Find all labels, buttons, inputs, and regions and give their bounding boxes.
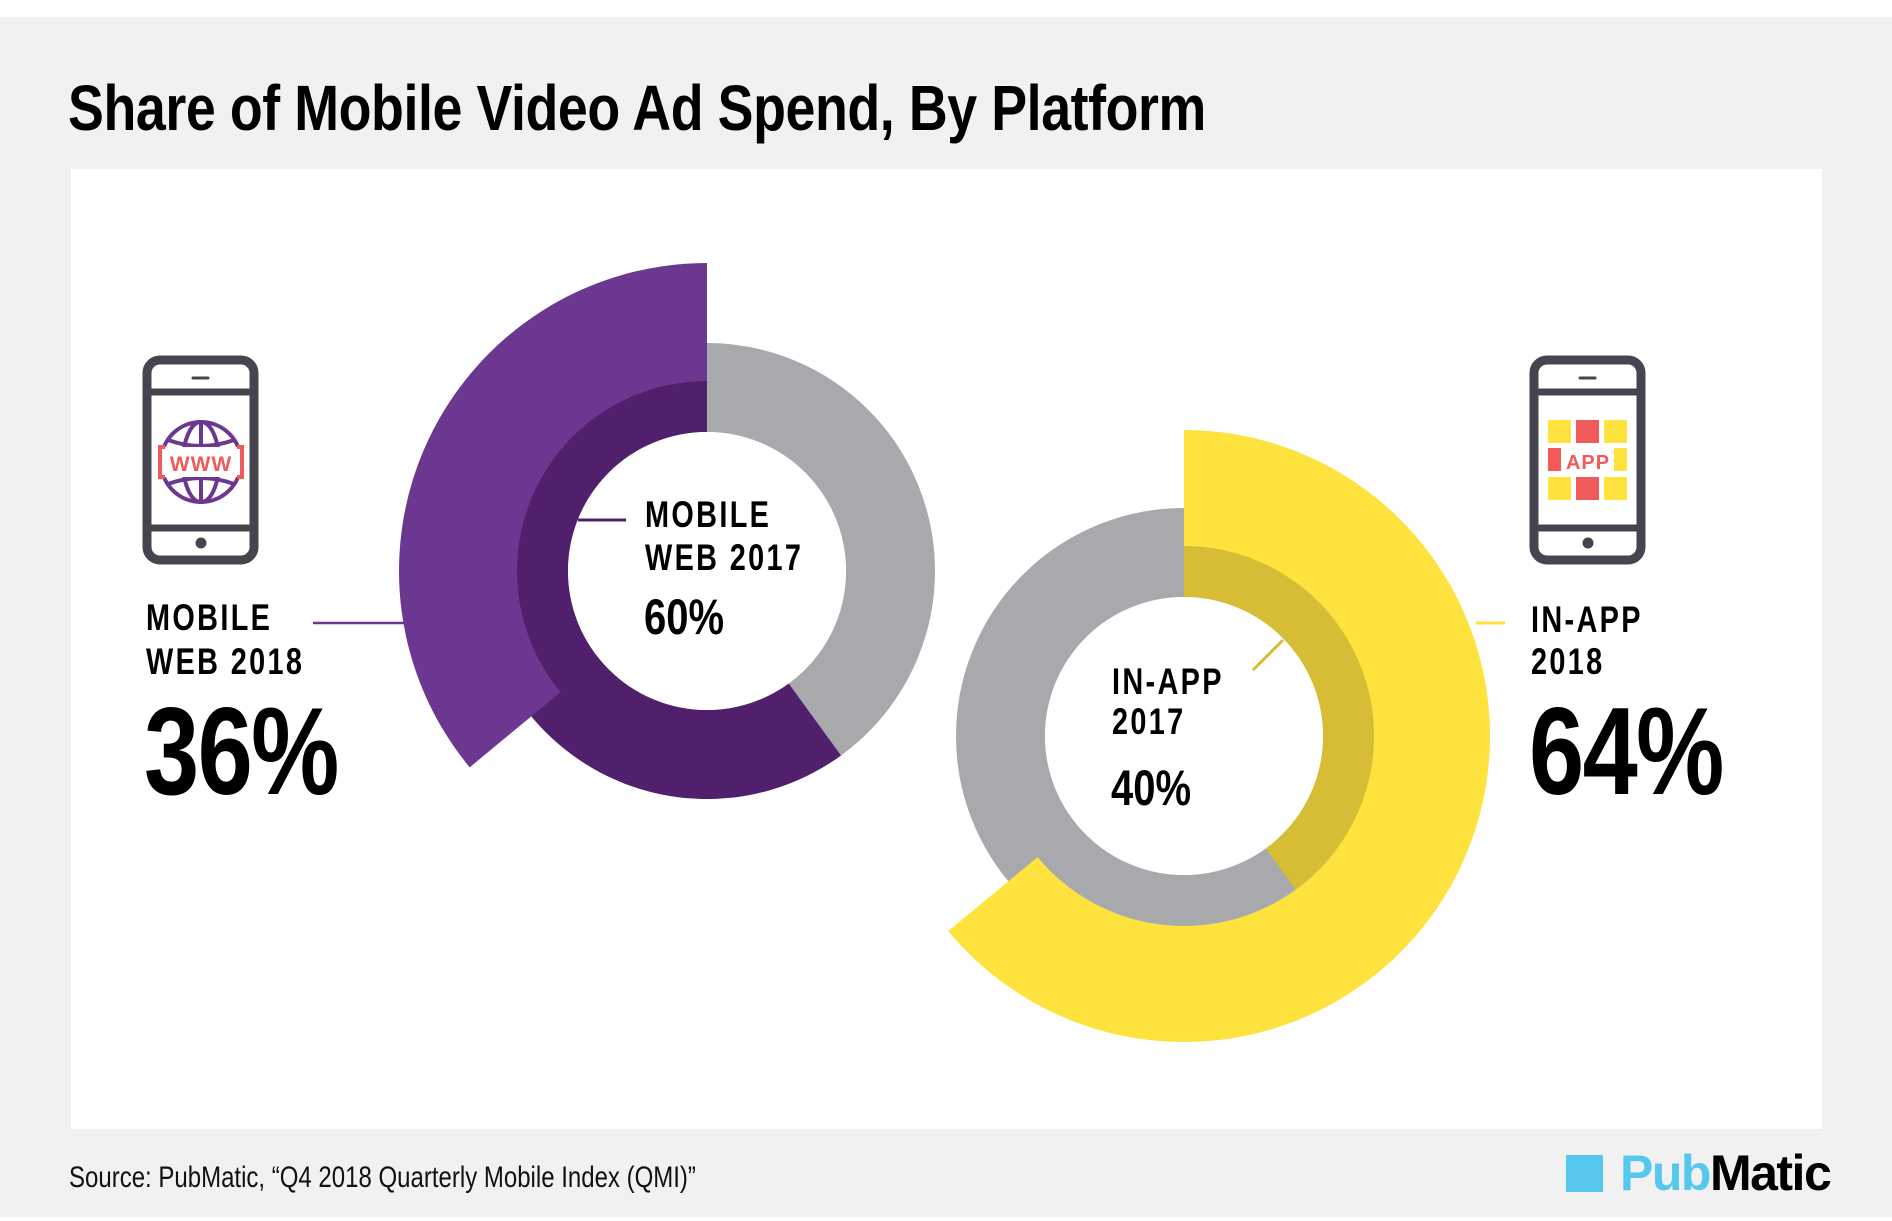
in-app-2017-value: 40%	[1111, 760, 1192, 816]
mobile-web-donut	[313, 263, 935, 799]
mobile-web-2018-label-line1: MOBILE	[146, 597, 273, 638]
in-app-donut	[948, 430, 1505, 1042]
mobile-web-2017-segment	[478, 343, 842, 799]
in-app-2018-label-line2: 2018	[1531, 641, 1605, 682]
in-app-2017-label-line1: IN-APP	[1112, 661, 1224, 702]
mobile-web-2017-label-line1: MOBILE	[645, 494, 772, 535]
logo-text-pub: Pub	[1620, 1145, 1711, 1201]
in-app-2017-label-line2: 2017	[1112, 701, 1186, 742]
square-logo-icon	[1566, 1155, 1603, 1192]
mobile-web-2017-label-line2: WEB 2017	[645, 537, 804, 578]
logo-wordmark: PubMatic	[1620, 1145, 1832, 1201]
phone-app-icon: APP	[1529, 355, 1646, 565]
in-app-2018-value: 64%	[1529, 683, 1724, 821]
mobile-web-2017-value: 60%	[644, 589, 725, 645]
logo-text-matic: Matic	[1709, 1145, 1832, 1201]
mobile-web-2018-segment	[398, 263, 707, 768]
svg-text:WWW: WWW	[170, 453, 232, 476]
mobile-web-2018-label-line2: WEB 2018	[146, 641, 305, 682]
mobile-web-donut-hole	[568, 432, 846, 710]
chart-title: Share of Mobile Video Ad Spend, By Platf…	[68, 72, 1206, 144]
source-note: Source: PubMatic, “Q4 2018 Quarterly Mob…	[69, 1161, 696, 1194]
in-app-2018-label-line1: IN-APP	[1531, 599, 1643, 640]
phone-www-icon: WWW	[142, 355, 259, 565]
mobile-web-2018-value: 36%	[144, 683, 339, 821]
svg-text:APP: APP	[1566, 452, 1610, 474]
in-app-2017-leader-line	[1251, 638, 1285, 672]
chart-panel	[71, 169, 1822, 1129]
in-app-donut-hole	[1045, 597, 1323, 875]
in-app-2018-segment	[948, 430, 1490, 1042]
